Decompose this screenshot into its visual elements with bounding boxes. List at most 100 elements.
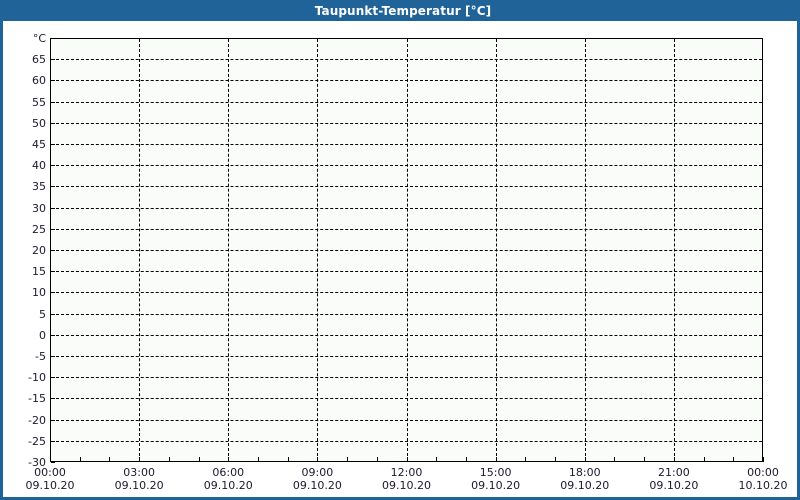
x-axis-tick-date: 09.10.20 bbox=[382, 479, 431, 492]
y-axis-unit-label: °C bbox=[32, 32, 46, 45]
y-axis-tick bbox=[51, 59, 55, 61]
y-axis-tick-label: -10 bbox=[28, 371, 46, 385]
x-axis-minor-tick bbox=[436, 457, 438, 462]
x-axis-minor-tick bbox=[50, 457, 51, 462]
y-axis-tick-label: 5 bbox=[39, 307, 46, 321]
x-axis-tick-date: 09.10.20 bbox=[292, 479, 342, 492]
x-axis-minor-tick bbox=[198, 457, 200, 462]
chart-canvas: °C 65 60 55 50 45 40 35 30 25 20 15 10 5 0 -5 -10 -15 -20… bbox=[3, 21, 797, 497]
y-axis-tick-label: 45 bbox=[32, 138, 46, 151]
x-axis-tick-time: 09:00 bbox=[301, 466, 334, 479]
x-axis-minor-tick bbox=[465, 457, 467, 462]
y-axis-tick bbox=[51, 313, 55, 315]
x-axis-minor-tick bbox=[376, 457, 378, 462]
gridline-vertical bbox=[317, 39, 319, 461]
y-axis-tick bbox=[51, 398, 55, 400]
x-axis-tick-time: 00:00 bbox=[747, 466, 779, 479]
x-axis-minor-tick bbox=[109, 457, 111, 462]
y-axis-tick-label: 65 bbox=[32, 53, 46, 67]
x-axis-tick-label: 00:00 09.10.20 bbox=[5, 466, 95, 492]
y-axis-tick-label: 50 bbox=[32, 116, 46, 130]
page-title: Taupunkt-Temperatur [°C] bbox=[314, 3, 492, 18]
plot-area bbox=[50, 38, 764, 463]
y-axis-tick-label: -15 bbox=[28, 392, 46, 406]
x-axis-tick-date: 09.10.20 bbox=[114, 479, 164, 492]
x-axis-tick-time: 18:00 bbox=[568, 466, 601, 479]
x-axis-minor-tick bbox=[614, 457, 616, 462]
window-title-bar: Taupunkt-Temperatur [°C] bbox=[3, 0, 797, 21]
y-axis-tick bbox=[51, 228, 55, 230]
gridline-vertical bbox=[406, 39, 408, 461]
x-axis-tick-time: 15:00 bbox=[479, 466, 512, 479]
y-axis-tick bbox=[51, 250, 55, 251]
x-axis-minor-tick bbox=[555, 457, 557, 462]
gridline-vertical bbox=[495, 39, 497, 461]
x-axis-tick-time: 21:00 bbox=[658, 466, 690, 479]
x-axis-tick-date: 09.10.20 bbox=[649, 479, 699, 492]
y-axis-tick-label: 15 bbox=[32, 265, 46, 279]
x-axis-tick-label: 12:00 09.10.20 bbox=[362, 466, 452, 492]
x-axis-tick-time: 06:00 bbox=[212, 466, 245, 479]
x-axis-tick-date: 10.10.20 bbox=[738, 479, 788, 492]
y-axis-tick-label: 30 bbox=[32, 201, 46, 215]
y-axis-tick bbox=[51, 186, 55, 188]
y-axis-tick-label: 10 bbox=[32, 286, 46, 300]
gridline-vertical bbox=[228, 39, 230, 461]
y-axis-tick bbox=[51, 377, 55, 379]
y-axis-tick-label: 0 bbox=[39, 328, 46, 342]
y-axis-tick-label: 25 bbox=[32, 222, 46, 236]
x-axis-tick-date: 09.10.20 bbox=[471, 479, 521, 492]
x-axis-tick-date: 09.10.20 bbox=[25, 479, 75, 492]
x-axis-minor-tick bbox=[644, 457, 646, 462]
x-axis-minor-tick bbox=[168, 457, 170, 462]
y-axis-tick-label: 55 bbox=[32, 95, 46, 109]
x-axis-tick-time: 00:00 bbox=[34, 466, 66, 479]
x-axis-minor-tick bbox=[733, 457, 735, 462]
x-axis-minor-tick bbox=[287, 457, 289, 462]
y-axis-tick bbox=[51, 292, 55, 294]
y-axis-tick-label: -30 bbox=[28, 456, 46, 469]
gridline-vertical bbox=[584, 39, 586, 461]
x-axis-tick-label: 09:00 09.10.20 bbox=[272, 466, 362, 492]
x-axis-tick-date: 09.10.20 bbox=[560, 479, 610, 492]
x-axis-tick-label: 06:00 09.10.20 bbox=[183, 466, 273, 492]
x-axis-tick-date: 09.10.20 bbox=[203, 479, 253, 492]
x-axis-tick-label: 03:00 09.10.20 bbox=[94, 466, 184, 492]
x-axis-tick-label: 15:00 09.10.20 bbox=[451, 466, 541, 492]
y-axis-tick bbox=[51, 144, 55, 145]
x-axis: 00:00 09.10.20 03:00 09.10.20 06:00 09.10.20 0… bbox=[3, 21, 797, 497]
y-axis-tick bbox=[51, 271, 55, 273]
y-axis-tick bbox=[51, 122, 55, 124]
gridline-vertical bbox=[139, 39, 141, 461]
x-axis-minor-tick bbox=[525, 457, 527, 462]
y-axis-tick-label: -25 bbox=[28, 434, 46, 448]
y-axis-tick bbox=[51, 462, 55, 463]
x-axis-tick-label: 18:00 09.10.20 bbox=[540, 466, 630, 492]
y-axis-tick bbox=[51, 165, 55, 167]
y-axis-tick-label: 35 bbox=[32, 180, 46, 194]
x-axis-minor-tick bbox=[257, 457, 259, 462]
y-axis-tick bbox=[51, 334, 55, 336]
y-axis-tick bbox=[51, 440, 55, 442]
x-axis-tick-time: 03:00 bbox=[123, 466, 155, 479]
y-axis-tick bbox=[51, 101, 55, 103]
y-axis-tick-label: 60 bbox=[32, 74, 46, 88]
y-axis-tick-label: -20 bbox=[28, 413, 46, 427]
x-axis-tick-label: 00:00 10.10.20 bbox=[718, 466, 797, 492]
x-axis-minor-tick bbox=[763, 457, 764, 462]
x-axis-minor-tick bbox=[79, 457, 81, 462]
y-axis: °C 65 60 55 50 45 40 35 30 25 20 15 10 5 0 -5 -10 -15 -20… bbox=[3, 21, 46, 497]
y-axis-tick bbox=[51, 207, 55, 209]
y-axis-tick-label: 20 bbox=[32, 244, 46, 257]
y-axis-tick bbox=[51, 80, 55, 82]
y-axis-tick bbox=[51, 356, 55, 357]
x-axis-tick-label: 21:00 09.10.20 bbox=[629, 466, 719, 492]
x-axis-minor-tick bbox=[703, 457, 705, 462]
gridline-vertical bbox=[673, 39, 675, 461]
y-axis-tick bbox=[51, 419, 55, 421]
y-axis-tick-label: -5 bbox=[35, 350, 46, 363]
y-axis-tick-label: 40 bbox=[32, 159, 46, 173]
x-axis-minor-tick bbox=[347, 457, 349, 462]
x-axis-tick-time: 12:00 bbox=[390, 466, 423, 479]
